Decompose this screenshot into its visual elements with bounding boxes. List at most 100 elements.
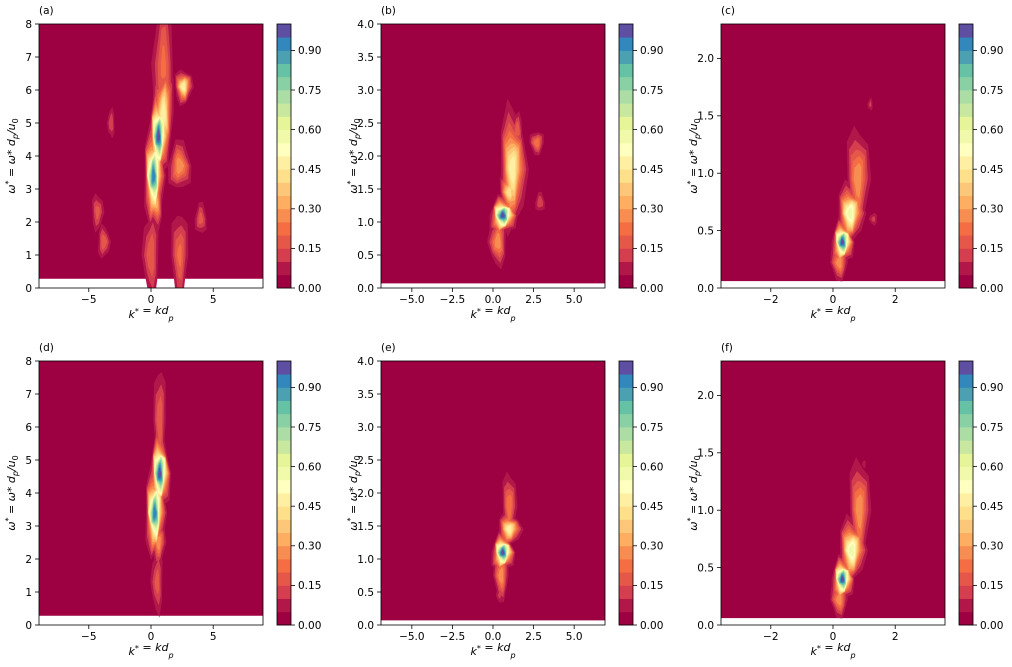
colorbar-segment bbox=[619, 598, 633, 613]
contour-level bbox=[158, 467, 162, 478]
colorbar-segment bbox=[619, 222, 633, 236]
y-tick-label: 0.0 bbox=[357, 620, 374, 632]
colorbar-segment bbox=[959, 103, 973, 117]
colorbar-tick-label: 0.15 bbox=[640, 243, 663, 255]
colorbar-segment bbox=[619, 519, 633, 533]
colorbar-segment bbox=[277, 400, 291, 415]
contour-field bbox=[145, 372, 171, 618]
colorbar-tick-label: 0.75 bbox=[640, 85, 663, 97]
colorbar-segment bbox=[959, 24, 973, 38]
y-axis-label: ω* = ω* dp/u0 bbox=[346, 118, 362, 194]
y-tick-label: 4 bbox=[25, 151, 32, 163]
y-tick-label: 1.0 bbox=[357, 217, 374, 229]
colorbar-tick-label: 0.45 bbox=[980, 164, 1003, 176]
colorbar-segment bbox=[619, 506, 633, 520]
colorbar-segment bbox=[619, 559, 633, 573]
colorbar-tick-label: 0.30 bbox=[640, 204, 663, 216]
colorbar-segment bbox=[959, 50, 973, 64]
contour-level bbox=[506, 525, 512, 534]
panel-b: −5.0 −2.5 0.0 2.5 5.0 0.0 0.5 1.0 1.5 2.0 2.5 3.0 3.… bbox=[346, 5, 606, 323]
colorbar-segment bbox=[959, 493, 973, 507]
colorbar-segment bbox=[959, 427, 973, 441]
y-axis-label: ω* = ω* dp/u0 bbox=[4, 118, 20, 194]
colorbar-segment bbox=[277, 519, 291, 533]
y-tick-label: 6 bbox=[25, 422, 32, 434]
colorbar-segment bbox=[277, 427, 291, 441]
colorbar-tick-label: 0.15 bbox=[640, 580, 663, 592]
y-tick-label: 0.5 bbox=[357, 250, 374, 262]
colorbar-segment bbox=[619, 274, 633, 289]
y-axis-label: ω* = ω* dp/u0 bbox=[686, 455, 702, 531]
contour-level bbox=[156, 395, 163, 449]
colorbar-segment bbox=[619, 361, 633, 375]
colorbar-tick-label: 0.60 bbox=[640, 124, 663, 136]
y-tick-label: 6 bbox=[25, 85, 32, 97]
contour-level bbox=[853, 162, 862, 199]
contour-level bbox=[494, 233, 501, 250]
colorbar-tick-label: 0.75 bbox=[298, 85, 321, 97]
contour-level bbox=[855, 493, 863, 530]
contour-level bbox=[509, 155, 516, 185]
colorbar-segment bbox=[277, 532, 291, 547]
colorbar-tick-label: 0.45 bbox=[298, 164, 321, 176]
colorbar-tick-label: 0.75 bbox=[640, 422, 663, 434]
contour-level bbox=[847, 207, 853, 220]
contour-level bbox=[506, 187, 512, 198]
y-tick-label: 2.5 bbox=[357, 455, 374, 467]
x-tick-label: 0.0 bbox=[485, 631, 502, 643]
y-tick-label: 4 bbox=[25, 488, 32, 500]
x-tick-label: 2 bbox=[892, 631, 899, 643]
y-tick-label: 4.0 bbox=[357, 356, 374, 368]
panel-label: (a) bbox=[39, 5, 54, 17]
panel-c: −2 0 2 0.0 0.5 1.0 1.5 2.0 (c) k* = kdp ω* = ω* dp… bbox=[686, 5, 946, 323]
y-tick-label: 2.0 bbox=[697, 390, 714, 402]
contour-level bbox=[498, 566, 504, 585]
y-tick-label: 3.0 bbox=[357, 422, 374, 434]
colorbar-segment bbox=[959, 261, 973, 276]
contour-level bbox=[108, 113, 114, 132]
colorbar-tick-label: 0.75 bbox=[980, 85, 1003, 97]
colorbar-segment bbox=[619, 24, 633, 38]
colorbar-segment bbox=[277, 142, 291, 157]
x-axis-label: k* = kdp bbox=[810, 641, 855, 660]
contour-level bbox=[835, 256, 842, 269]
colorbar-segment bbox=[277, 76, 291, 91]
colorbar-segment bbox=[277, 129, 291, 144]
panel-e: −5.0 −2.5 0.0 2.5 5.0 0.0 0.5 1.0 1.5 2.0 2.5 3.0 3.… bbox=[346, 342, 606, 660]
colorbar-tick-label: 0.90 bbox=[640, 382, 663, 394]
y-tick-label: 8 bbox=[25, 356, 32, 368]
y-tick-label: 1.0 bbox=[697, 168, 714, 180]
contour-level bbox=[869, 101, 872, 107]
panel-label: (b) bbox=[381, 5, 396, 17]
y-tick-label: 5 bbox=[25, 118, 32, 130]
colorbar-segment bbox=[959, 274, 973, 289]
colorbar-tick-label: 0.15 bbox=[980, 243, 1003, 255]
y-tick-label: 1 bbox=[25, 250, 32, 262]
colorbar-segment bbox=[619, 50, 633, 64]
colorbar-segment bbox=[277, 374, 291, 388]
colorbar-segment bbox=[619, 63, 633, 78]
colorbar-tick-label: 0.30 bbox=[980, 541, 1003, 553]
y-tick-label: 4.0 bbox=[357, 19, 374, 31]
colorbar-segment bbox=[619, 129, 633, 144]
colorbar-segment bbox=[619, 169, 633, 183]
colorbar-segment bbox=[619, 611, 633, 626]
colorbar-tick-label: 0.75 bbox=[298, 422, 321, 434]
colorbar-segment bbox=[619, 90, 633, 104]
colorbar-segment bbox=[959, 374, 973, 388]
x-tick-label: 2 bbox=[892, 294, 899, 306]
y-tick-label: 0.0 bbox=[697, 283, 714, 295]
colorbar-segment bbox=[619, 248, 633, 262]
colorbar-segment bbox=[619, 466, 633, 481]
colorbar-segment bbox=[959, 169, 973, 183]
colorbar-segment bbox=[959, 76, 973, 91]
colorbar-segment bbox=[959, 63, 973, 78]
contour-level bbox=[95, 205, 100, 220]
contour-level bbox=[862, 460, 866, 469]
colorbar-segment bbox=[277, 50, 291, 64]
heatmap-background bbox=[381, 361, 605, 621]
y-tick-label: 1.5 bbox=[357, 184, 374, 196]
panel-label: (f) bbox=[721, 342, 733, 354]
x-axis-label: k* = kdp bbox=[470, 304, 515, 323]
